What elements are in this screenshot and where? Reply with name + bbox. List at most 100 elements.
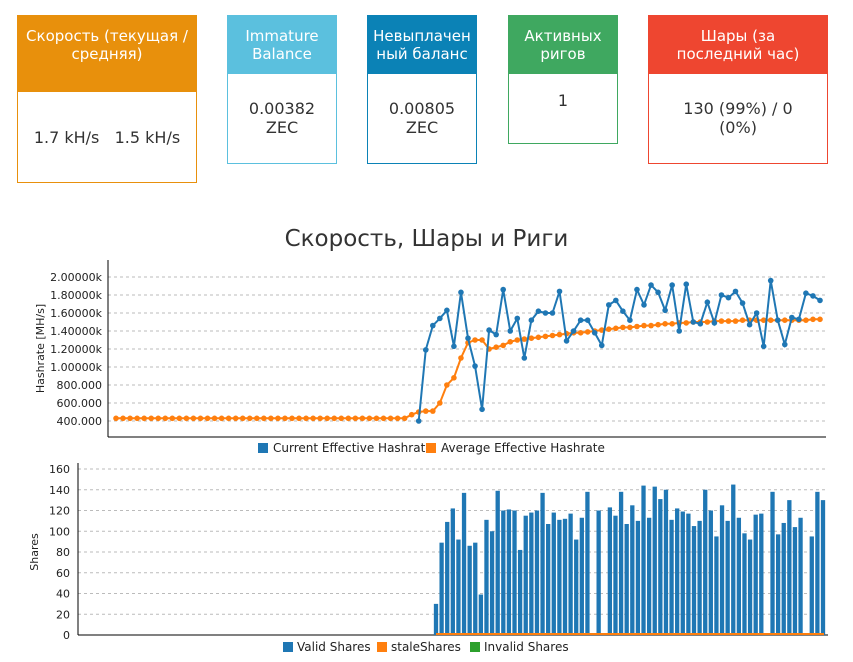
- y-tick-label: 140: [49, 484, 70, 497]
- data-point: [500, 343, 506, 349]
- bar: [434, 604, 438, 635]
- data-point: [761, 344, 767, 350]
- data-point: [437, 316, 443, 322]
- bar: [787, 500, 791, 635]
- data-point: [324, 416, 330, 422]
- bar: [473, 543, 477, 635]
- data-point: [536, 335, 542, 341]
- data-point: [683, 281, 689, 287]
- data-point: [177, 416, 183, 422]
- data-point: [472, 337, 478, 343]
- data-point: [423, 347, 429, 353]
- y-tick-label: 2.00000k: [50, 271, 102, 284]
- data-point: [148, 416, 154, 422]
- data-point: [782, 342, 788, 348]
- data-point: [690, 319, 696, 325]
- data-point: [113, 416, 119, 422]
- y-tick-label: 1.00000k: [50, 361, 102, 374]
- data-point: [212, 416, 218, 422]
- bar: [518, 550, 522, 635]
- data-point: [423, 408, 429, 414]
- data-point: [705, 299, 711, 305]
- bar: [451, 508, 455, 635]
- data-point: [289, 416, 295, 422]
- data-point: [768, 278, 774, 284]
- bar: [512, 511, 516, 636]
- data-point: [205, 416, 211, 422]
- legend-label: Valid Shares: [297, 640, 371, 654]
- data-point: [500, 287, 506, 293]
- data-point: [360, 416, 366, 422]
- data-point: [458, 290, 464, 296]
- bar: [597, 511, 601, 636]
- data-point: [620, 308, 626, 314]
- bar: [720, 505, 724, 635]
- bar: [613, 516, 617, 635]
- data-point: [416, 418, 422, 424]
- series-line: [419, 281, 820, 421]
- data-point: [296, 416, 302, 422]
- data-point: [127, 416, 133, 422]
- bar: [540, 493, 544, 635]
- bar: [798, 518, 802, 635]
- data-point: [775, 317, 781, 323]
- bar: [546, 524, 550, 635]
- data-point: [507, 339, 513, 345]
- data-point: [817, 298, 823, 304]
- data-point: [451, 344, 457, 350]
- data-point: [634, 324, 640, 330]
- data-point: [514, 316, 520, 322]
- legend-swatch: [377, 642, 387, 652]
- data-point: [803, 317, 809, 323]
- data-point: [338, 416, 344, 422]
- bar: [580, 518, 584, 635]
- data-point: [789, 315, 795, 321]
- bar: [782, 523, 786, 635]
- bar: [770, 492, 774, 635]
- y-tick-label: 1.80000k: [50, 289, 102, 302]
- data-point: [655, 322, 661, 328]
- data-point: [796, 317, 802, 323]
- data-point: [430, 408, 436, 414]
- bar: [608, 507, 612, 635]
- y-tick-label: 0: [63, 629, 70, 642]
- data-point: [451, 375, 457, 381]
- data-point: [613, 326, 619, 332]
- bar: [479, 595, 483, 635]
- bar: [793, 527, 797, 635]
- data-point: [233, 416, 239, 422]
- y-tick-label: 600.000: [57, 397, 103, 410]
- bar: [726, 521, 730, 635]
- data-point: [592, 330, 598, 336]
- data-point: [141, 416, 147, 422]
- data-point: [275, 416, 281, 422]
- data-point: [374, 416, 380, 422]
- data-point: [395, 416, 401, 422]
- data-point: [662, 321, 668, 327]
- data-point: [810, 293, 816, 299]
- bar: [524, 516, 528, 635]
- data-point: [641, 323, 647, 329]
- data-point: [507, 328, 513, 334]
- data-point: [219, 416, 225, 422]
- bar: [748, 540, 752, 635]
- data-point: [782, 317, 788, 323]
- data-point: [536, 308, 542, 314]
- bar: [484, 520, 488, 635]
- bar: [675, 508, 679, 635]
- data-point: [522, 355, 528, 361]
- data-point: [282, 416, 288, 422]
- data-point: [444, 382, 450, 388]
- data-point: [733, 318, 739, 324]
- data-point: [550, 333, 556, 339]
- bar: [585, 492, 589, 635]
- y-tick-label: 400.000: [57, 415, 103, 428]
- legend-swatch: [258, 443, 268, 453]
- y-tick-label: 20: [56, 608, 70, 621]
- bar: [630, 505, 634, 635]
- bar: [641, 486, 645, 635]
- data-point: [810, 317, 816, 323]
- data-point: [381, 416, 387, 422]
- data-point: [198, 416, 204, 422]
- data-point: [472, 363, 478, 369]
